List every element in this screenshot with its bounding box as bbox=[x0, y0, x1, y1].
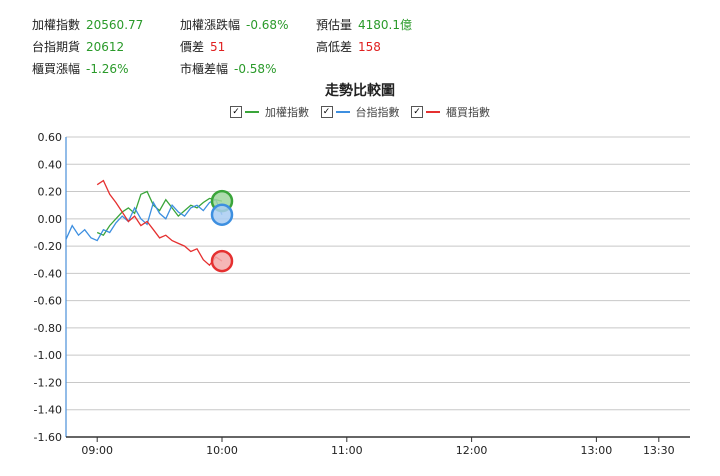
taiex-label: 加權指數 bbox=[32, 18, 81, 32]
futures-label: 台指期貨 bbox=[32, 40, 81, 54]
x-tick-label: 09:00 bbox=[81, 444, 113, 457]
taiex-stat: 加權指數 20560.77 bbox=[32, 16, 143, 33]
spread-label: 價差 bbox=[180, 40, 205, 54]
otc-label: 櫃買漲幅 bbox=[32, 62, 81, 76]
legend-label-otc: 櫃買指數 bbox=[446, 106, 490, 119]
spread-stat: 價差 51 bbox=[180, 38, 225, 55]
end-marker-otc bbox=[210, 249, 234, 273]
checkbox-icon[interactable]: ✓ bbox=[230, 106, 242, 118]
x-tick-label: 13:00 bbox=[581, 444, 613, 457]
legend-label-futures: 台指指數 bbox=[355, 106, 400, 119]
legend-swatch-otc bbox=[426, 111, 440, 113]
y-tick-label: -0.40 bbox=[34, 267, 62, 280]
legend-label-taiex: 加權指數 bbox=[265, 106, 309, 119]
volume-stat: 預估量 4180.1億 bbox=[316, 16, 412, 33]
x-tick-label: 12:00 bbox=[456, 444, 488, 457]
volume-value: 4180.1億 bbox=[358, 18, 413, 32]
series-line-futures bbox=[65, 198, 223, 242]
otc-value: -1.26% bbox=[86, 62, 129, 76]
legend-swatch-futures bbox=[335, 111, 350, 113]
taiex-value: 20560.77 bbox=[86, 18, 144, 32]
legend-item-otc[interactable]: ✓ 櫃買指數 bbox=[411, 104, 490, 120]
market-spread-stat: 市櫃差幅 -0.58% bbox=[180, 60, 276, 77]
futures-stat: 台指期貨 20612 bbox=[32, 38, 124, 55]
y-tick-label: 0.40 bbox=[38, 158, 63, 171]
checkbox-icon[interactable]: ✓ bbox=[320, 106, 333, 118]
stats-panel: 加權指數 20560.77 加權漲跌幅 -0.68% 預估量 4180.1億 台指期貨… bbox=[0, 0, 720, 80]
y-tick-label: -1.00 bbox=[34, 349, 62, 362]
chart-legend: ✓ 加權指數 ✓ 台指指數 ✓ 櫃買指數 bbox=[0, 104, 720, 120]
market-spread-label: 市櫃差幅 bbox=[180, 62, 229, 76]
volume-label: 預估量 bbox=[316, 18, 353, 32]
y-tick-label: -1.20 bbox=[34, 376, 62, 389]
series-line-taiex bbox=[96, 190, 223, 237]
y-tick-label: -0.20 bbox=[34, 240, 62, 253]
legend-item-futures[interactable]: ✓ 台指指數 bbox=[320, 104, 400, 120]
end-marker-futures bbox=[210, 203, 234, 226]
otc-stat: 櫃買漲幅 -1.26% bbox=[32, 60, 128, 77]
futures-value: 20612 bbox=[86, 40, 125, 54]
x-tick-label: 10:00 bbox=[206, 444, 238, 457]
spread-value: 51 bbox=[210, 40, 226, 54]
taiex-change-value: -0.68% bbox=[246, 18, 289, 32]
y-tick-label: 0.20 bbox=[38, 186, 63, 199]
y-tick-label: -0.60 bbox=[34, 295, 62, 308]
taiex-change-stat: 加權漲跌幅 -0.68% bbox=[180, 16, 288, 33]
x-tick-label: 11:00 bbox=[331, 444, 363, 457]
high-low-label: 高低差 bbox=[316, 40, 353, 54]
series-line-otc bbox=[96, 179, 223, 267]
taiex-change-label: 加權漲跌幅 bbox=[180, 18, 241, 32]
high-low-value: 158 bbox=[358, 40, 381, 54]
y-tick-label: -0.80 bbox=[34, 322, 62, 335]
y-tick-label: -1.40 bbox=[34, 404, 62, 417]
high-low-stat: 高低差 158 bbox=[316, 38, 381, 55]
x-tick-label: 13:30 bbox=[643, 444, 675, 457]
chart-title: 走勢比較圖 bbox=[325, 83, 395, 99]
legend-item-taiex[interactable]: ✓ 加權指數 bbox=[230, 104, 309, 120]
checkbox-icon[interactable]: ✓ bbox=[411, 106, 423, 118]
y-tick-label: -1.60 bbox=[34, 431, 62, 444]
y-tick-label: 0.60 bbox=[38, 131, 63, 144]
legend-swatch-taiex bbox=[245, 111, 259, 113]
market-spread-value: -0.58% bbox=[234, 62, 277, 76]
y-tick-label: 0.00 bbox=[38, 213, 63, 226]
